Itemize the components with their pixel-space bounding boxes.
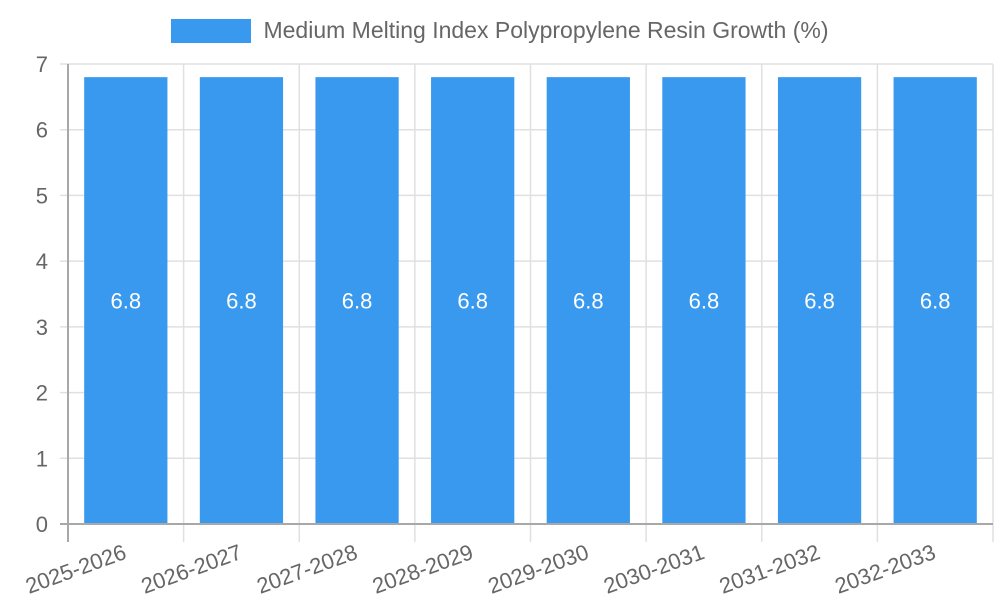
bar-2032-2033[interactable] bbox=[893, 77, 977, 525]
y-tick-label: 2 bbox=[36, 381, 48, 406]
y-tick-label: 3 bbox=[36, 315, 48, 340]
y-tick-label: 0 bbox=[36, 512, 48, 537]
y-axis-ticks: 0 1 2 3 4 5 6 7 bbox=[36, 52, 48, 537]
bar-value-label: 6.8 bbox=[804, 289, 835, 314]
y-tick-label: 4 bbox=[36, 249, 48, 274]
bar-2028-2029[interactable] bbox=[431, 77, 515, 525]
bars bbox=[84, 77, 977, 525]
chart-legend: Medium Melting Index Polypropylene Resin… bbox=[0, 17, 1000, 44]
bar-value-label: 6.8 bbox=[226, 289, 257, 314]
x-axis-ticks: 2025-2026 2026-2027 2027-2028 2028-2029 2029… bbox=[22, 539, 939, 598]
bar-2030-2031[interactable] bbox=[662, 77, 746, 525]
y-tick-label: 7 bbox=[36, 52, 48, 77]
y-tick-label: 6 bbox=[36, 118, 48, 143]
bar-2029-2030[interactable] bbox=[546, 77, 630, 525]
x-tick-label: 2030-2031 bbox=[600, 539, 707, 598]
bar-value-label: 6.8 bbox=[573, 289, 604, 314]
legend-label: Medium Melting Index Polypropylene Resin… bbox=[263, 17, 829, 43]
bar-2031-2032[interactable] bbox=[777, 77, 862, 525]
bar-value-label: 6.8 bbox=[689, 289, 720, 314]
legend-swatch[interactable] bbox=[171, 18, 252, 43]
y-tick-label: 1 bbox=[36, 446, 48, 471]
bar-value-label: 6.8 bbox=[342, 289, 373, 314]
bar-2026-2027[interactable] bbox=[199, 77, 284, 525]
x-tick-label: 2028-2029 bbox=[369, 539, 476, 598]
x-tick-label: 2025-2026 bbox=[22, 539, 129, 598]
x-tick-label: 2027-2028 bbox=[253, 539, 360, 598]
bar-value-label: 6.8 bbox=[111, 289, 142, 314]
y-tick-label: 5 bbox=[36, 183, 48, 208]
x-tick-label: 2029-2030 bbox=[485, 539, 592, 598]
bar-2025-2026[interactable] bbox=[84, 77, 168, 525]
axes bbox=[60, 64, 993, 542]
data-labels: 6.8 6.8 6.8 6.8 6.8 6.8 6.8 6.8 bbox=[111, 289, 951, 314]
x-tick-label: 2026-2027 bbox=[138, 539, 245, 598]
bar-value-label: 6.8 bbox=[920, 289, 951, 314]
bar-2027-2028[interactable] bbox=[315, 77, 399, 525]
bar-value-label: 6.8 bbox=[457, 289, 488, 314]
x-tick-label: 2032-2033 bbox=[831, 539, 938, 598]
x-tick-label: 2031-2032 bbox=[716, 539, 823, 598]
